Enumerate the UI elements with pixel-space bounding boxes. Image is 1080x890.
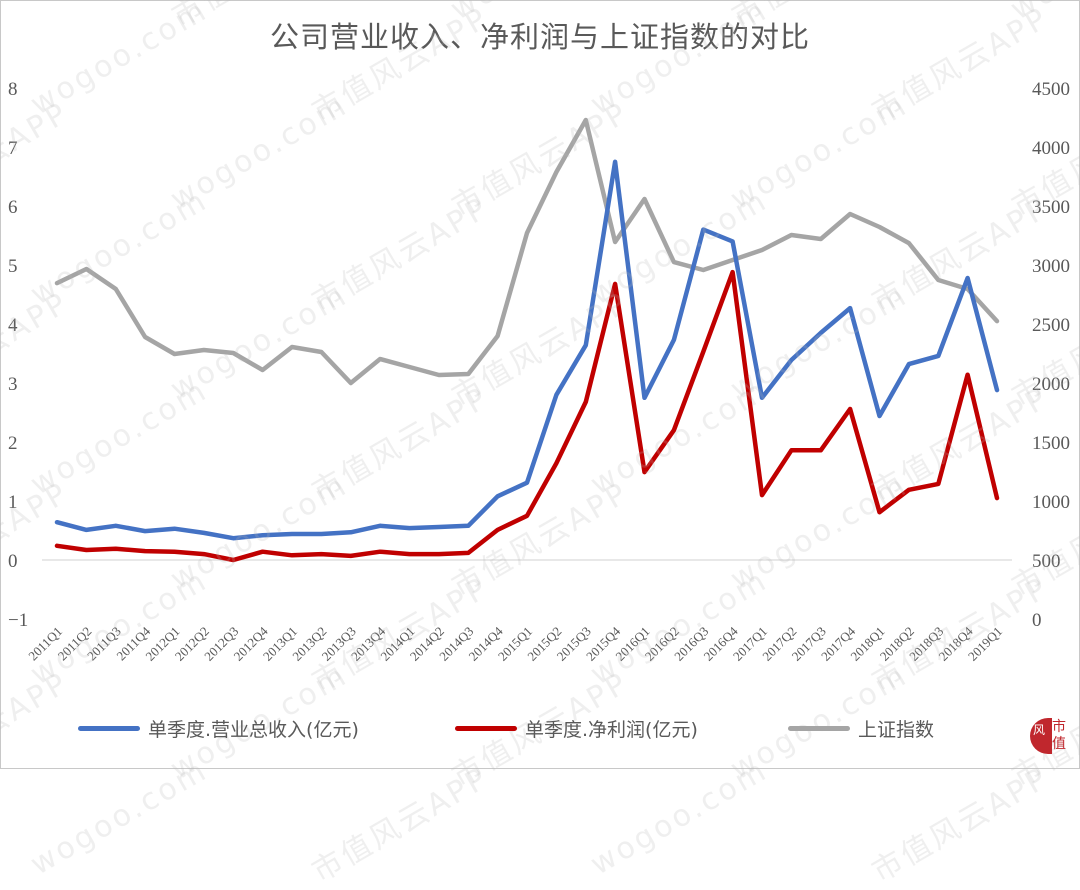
legend-item-net-profit[interactable]: 单季度.净利润(亿元) [455,713,698,743]
y-tick-label: 2 [8,433,18,454]
logo-seal-icon: 风 [1030,718,1052,754]
logo-glyph: 风 [1033,723,1046,737]
logo-text: 市 值 [1052,719,1066,752]
watermark-text: 市值风云APP [866,760,1055,890]
watermark-text: 市值风云APP [306,760,495,890]
y2-tick-label: 4500 [1032,79,1070,100]
sse-index-line [54,117,1000,386]
y-tick-label: 7 [8,138,18,159]
legend-item-revenue[interactable]: 单季度.营业总收入(亿元) [78,713,359,743]
legend-item-sse-index[interactable]: 上证指数 [788,713,934,743]
left-y-axis: 8 7 6 5 4 3 2 1 0 −1 [8,79,28,631]
y-tick-label: 8 [8,79,18,100]
y-tick-label: 0 [8,551,18,572]
legend: 单季度.营业总收入(亿元) 单季度.净利润(亿元) 上证指数 [0,713,1080,743]
y2-tick-label: 3500 [1032,197,1070,218]
y2-tick-label: 4000 [1032,138,1070,159]
legend-swatch-sse-index [788,725,850,731]
legend-label-sse-index: 上证指数 [858,718,935,741]
legend-swatch-revenue [78,725,140,731]
y-tick-label: 3 [8,374,18,395]
legend-swatch-net-profit [455,725,517,731]
y-tick-label: 4 [8,315,18,336]
legend-label-revenue: 单季度.营业总收入(亿元) [148,718,359,741]
y-tick-label: 6 [8,197,18,218]
revenue-line [54,159,1000,541]
y-tick-label: 5 [8,256,18,277]
y2-tick-label: 3000 [1032,256,1070,277]
watermark-text: wogoo.com [584,752,775,883]
y2-tick-label: 0 [1032,610,1042,631]
watermark-text: wogoo.com [24,752,215,883]
net-profit-line [54,269,1000,563]
y2-tick-label: 1000 [1032,492,1070,513]
y2-tick-label: 2500 [1032,315,1070,336]
line-chart: 8 7 6 5 4 3 2 1 0 −1 4500 4000 3500 3000 2500 2000 1500… [8,79,1070,664]
x-axis: 2011Q12011Q22011Q32011Q42012Q12012Q22012… [25,623,1005,664]
y2-tick-label: 2000 [1032,374,1070,395]
brand-logo: 风 市 值 [1030,718,1066,754]
right-y-axis: 4500 4000 3500 3000 2500 2000 1500 1000 500 0 [1032,79,1070,631]
y-tick-label: −1 [8,610,28,631]
legend-label-net-profit: 单季度.净利润(亿元) [525,718,698,741]
series-lines [54,117,1000,563]
y2-tick-label: 1500 [1032,433,1070,454]
y-tick-label: 1 [8,492,18,513]
chart-title: 公司营业收入、净利润与上证指数的对比 [269,20,810,54]
y2-tick-label: 500 [1032,551,1061,572]
